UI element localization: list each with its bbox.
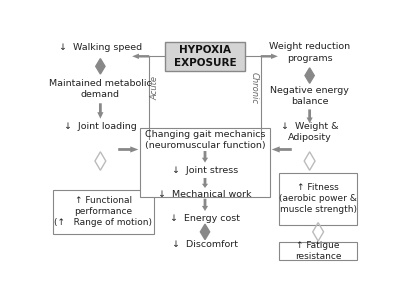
Text: ↓  Energy cost: ↓ Energy cost (170, 214, 240, 223)
Text: Chronic: Chronic (250, 72, 259, 104)
Text: ↓  Weight &
Adiposity: ↓ Weight & Adiposity (281, 122, 338, 142)
Text: ↓  Joint stress: ↓ Joint stress (172, 166, 238, 175)
FancyArrow shape (202, 178, 208, 188)
FancyArrow shape (202, 199, 208, 211)
Text: Weight reduction
programs: Weight reduction programs (269, 42, 350, 62)
Bar (279, 173, 357, 225)
Polygon shape (96, 59, 105, 74)
FancyArrow shape (202, 151, 208, 163)
FancyArrow shape (118, 147, 138, 152)
Text: HYPOXIA
EXPOSURE: HYPOXIA EXPOSURE (174, 45, 236, 67)
Bar (165, 42, 245, 71)
FancyArrow shape (306, 110, 313, 123)
Polygon shape (305, 68, 314, 83)
Bar (53, 189, 154, 234)
FancyArrow shape (272, 147, 292, 152)
Bar (140, 128, 270, 197)
FancyArrow shape (132, 54, 149, 59)
Text: ↓  Mechanical work: ↓ Mechanical work (158, 190, 252, 200)
Text: Negative energy
balance: Negative energy balance (270, 86, 349, 106)
FancyArrow shape (261, 54, 278, 59)
Text: Acute: Acute (151, 76, 160, 100)
Text: ↓  Joint loading: ↓ Joint loading (64, 122, 137, 131)
Text: ↑ Fatigue
resistance: ↑ Fatigue resistance (295, 241, 342, 261)
Text: ↓  Discomfort: ↓ Discomfort (172, 240, 238, 250)
Text: ↑ Fitness
(aerobic power &
muscle strength): ↑ Fitness (aerobic power & muscle streng… (279, 183, 357, 214)
Text: ↓  Walking speed: ↓ Walking speed (59, 43, 142, 52)
Text: ↑ Functional
performance
(↑   Range of motion): ↑ Functional performance (↑ Range of mot… (54, 196, 152, 227)
FancyArrow shape (97, 103, 104, 119)
Polygon shape (200, 224, 210, 239)
Bar (279, 242, 357, 260)
Text: Changing gait mechanics
(neuromuscular function): Changing gait mechanics (neuromuscular f… (145, 130, 265, 150)
Text: Maintained metabolic
demand: Maintained metabolic demand (49, 79, 152, 99)
